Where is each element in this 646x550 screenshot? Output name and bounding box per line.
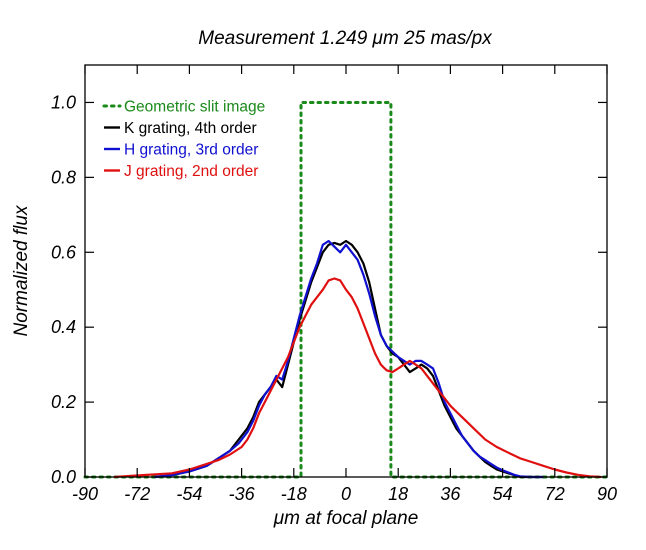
x-tick-label: -72: [124, 484, 150, 504]
y-tick-label: 0.2: [51, 392, 76, 412]
series-layer: [83, 101, 609, 479]
x-axis-label: μm at focal plane: [273, 508, 419, 529]
x-tick-label: 36: [440, 484, 461, 504]
legend-label: Geometric slit image: [124, 99, 265, 116]
x-tick-label: 72: [545, 484, 565, 504]
x-tick-label: 90: [597, 484, 617, 504]
y-tick-label: 0.0: [51, 467, 76, 487]
y-tick-label: 1.0: [51, 92, 76, 112]
legend-label: K grating, 4th order: [124, 120, 257, 137]
x-tick-label: 54: [493, 484, 513, 504]
y-tick-label: 0.8: [51, 167, 76, 187]
series-line-2: [154, 239, 544, 479]
legend-label: J grating, 2nd order: [124, 163, 258, 180]
y-axis-label: Normalized flux: [11, 204, 32, 336]
x-tick-label: -90: [72, 484, 98, 504]
series-line-3: [113, 277, 602, 479]
y-tick-label: 0.6: [51, 242, 77, 262]
legend: Geometric slit image K grating, 4th order…: [102, 99, 265, 180]
x-tick-label: 18: [388, 484, 408, 504]
y-tick-label: 0.4: [51, 317, 76, 337]
chart-title: Measurement 1.249 μm 25 mas/px: [198, 28, 493, 49]
legend-label: H grating, 3rd order: [124, 142, 258, 159]
x-tick-label: -36: [229, 484, 256, 504]
x-tick-label: 0: [341, 484, 351, 504]
x-tick-label: -18: [281, 484, 307, 504]
x-tick-label: -54: [176, 484, 202, 504]
series-line-1: [154, 239, 544, 479]
tick-layer: -90 -72 -54 -36 -18 0 18 36 54 72 90 0.0 0.2 0.4 0.6 0.…: [51, 65, 617, 504]
